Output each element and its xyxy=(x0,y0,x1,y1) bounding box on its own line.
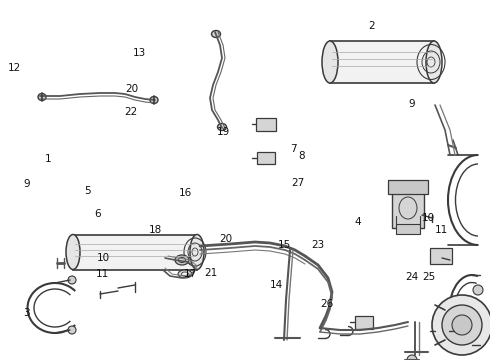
Text: 5: 5 xyxy=(84,186,91,196)
Bar xyxy=(256,118,276,131)
Ellipse shape xyxy=(150,96,158,104)
Circle shape xyxy=(407,355,417,360)
Ellipse shape xyxy=(178,257,186,262)
Ellipse shape xyxy=(181,272,189,276)
Text: 18: 18 xyxy=(149,225,163,235)
Ellipse shape xyxy=(426,41,442,83)
Bar xyxy=(392,188,424,228)
Text: 6: 6 xyxy=(95,209,101,219)
FancyBboxPatch shape xyxy=(330,41,434,83)
Ellipse shape xyxy=(38,94,46,100)
Ellipse shape xyxy=(66,234,80,270)
Ellipse shape xyxy=(178,270,192,278)
Text: 3: 3 xyxy=(24,308,30,318)
Text: 16: 16 xyxy=(178,188,192,198)
Text: 17: 17 xyxy=(183,269,197,279)
Text: 12: 12 xyxy=(8,63,22,73)
Ellipse shape xyxy=(444,325,460,335)
Bar xyxy=(455,328,471,338)
Ellipse shape xyxy=(448,328,456,333)
Text: 10: 10 xyxy=(422,213,435,223)
Text: 13: 13 xyxy=(133,48,147,58)
Text: 15: 15 xyxy=(277,240,291,250)
Bar xyxy=(257,152,275,164)
Text: 21: 21 xyxy=(204,268,218,278)
Bar xyxy=(388,180,428,194)
Text: 9: 9 xyxy=(24,179,30,189)
Text: 19: 19 xyxy=(216,127,230,138)
Ellipse shape xyxy=(322,41,338,83)
Ellipse shape xyxy=(190,234,204,270)
Text: 25: 25 xyxy=(422,272,436,282)
Circle shape xyxy=(68,276,76,284)
Circle shape xyxy=(473,325,483,335)
Circle shape xyxy=(452,315,472,335)
Text: 14: 14 xyxy=(270,280,284,290)
Bar xyxy=(435,326,449,336)
Text: 2: 2 xyxy=(368,21,375,31)
Text: 20: 20 xyxy=(219,234,232,244)
Text: 27: 27 xyxy=(291,178,305,188)
Circle shape xyxy=(68,326,76,334)
Text: 7: 7 xyxy=(290,144,296,154)
Text: 23: 23 xyxy=(311,240,324,250)
Text: 9: 9 xyxy=(408,99,415,109)
Bar xyxy=(430,248,452,264)
Text: 11: 11 xyxy=(96,269,110,279)
Text: 11: 11 xyxy=(434,225,448,235)
Bar xyxy=(355,316,373,329)
Text: 10: 10 xyxy=(97,253,109,264)
Text: 24: 24 xyxy=(405,272,418,282)
FancyBboxPatch shape xyxy=(73,234,197,270)
Ellipse shape xyxy=(218,123,226,130)
Ellipse shape xyxy=(441,301,459,313)
Circle shape xyxy=(432,295,490,355)
Text: 4: 4 xyxy=(354,217,361,228)
Ellipse shape xyxy=(175,255,189,265)
Text: 20: 20 xyxy=(125,84,138,94)
Bar xyxy=(396,224,420,234)
Ellipse shape xyxy=(445,303,455,310)
Ellipse shape xyxy=(212,31,220,37)
Circle shape xyxy=(442,305,482,345)
Circle shape xyxy=(473,285,483,295)
Text: 8: 8 xyxy=(298,150,305,161)
Text: 22: 22 xyxy=(124,107,138,117)
Text: 1: 1 xyxy=(45,154,51,164)
Text: 26: 26 xyxy=(320,299,334,309)
